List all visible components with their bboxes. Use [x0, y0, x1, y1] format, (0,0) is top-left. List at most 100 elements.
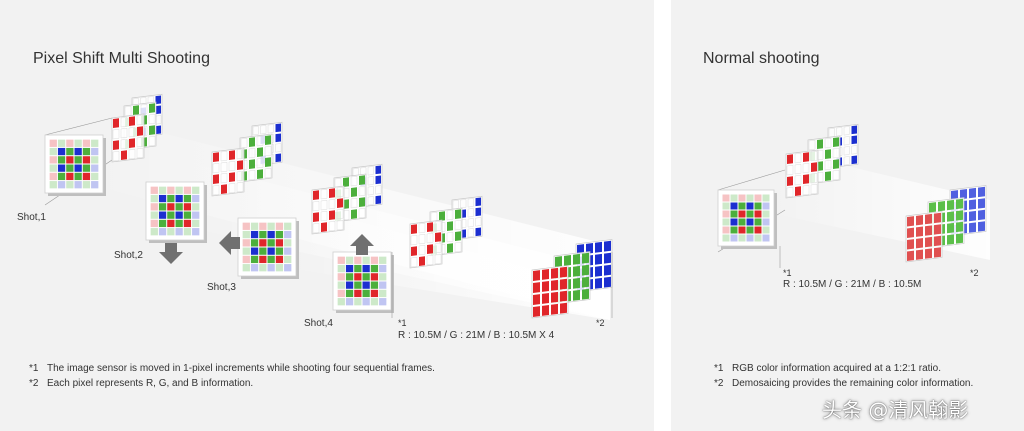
layer-pixel	[329, 188, 335, 198]
sensor-pixel	[183, 228, 192, 236]
layer-cell	[802, 162, 810, 174]
layer-cell	[256, 135, 264, 147]
sensor-pixel	[762, 218, 770, 226]
layer-frame	[311, 185, 345, 235]
layer-pixel	[934, 224, 941, 235]
sensor-pixel	[354, 298, 362, 306]
sensor-pixel	[175, 186, 183, 194]
sensor-pixel	[66, 147, 74, 156]
left-marker-2: *2	[596, 318, 605, 328]
note-text: RGB color information acquired at a 1:2:…	[732, 363, 941, 374]
sensor-pixel	[379, 289, 387, 298]
sensor-pixel	[167, 219, 175, 228]
layer-cell	[236, 148, 244, 160]
layer-pixel	[265, 135, 271, 145]
layer-pixel	[229, 172, 235, 182]
layer-pixel	[929, 202, 936, 213]
layer-cell	[802, 184, 810, 196]
layer-pixel	[313, 190, 319, 200]
layer-pixel	[455, 209, 461, 219]
shot-4-label: Shot,4	[304, 318, 333, 329]
sensor-pixel	[379, 273, 387, 281]
layer-cell	[367, 166, 374, 176]
layer-cell	[236, 170, 244, 182]
pixel-shift-title: Pixel Shift Multi Shooting	[33, 50, 210, 67]
layer-cell	[148, 113, 156, 125]
sensor-pixel	[150, 194, 158, 203]
layer-red	[785, 149, 819, 199]
layer-pixel	[925, 213, 932, 225]
sensor-pixel	[66, 139, 74, 147]
normal-shooting-title: Normal shooting	[703, 50, 820, 67]
sensor-pixel	[754, 202, 762, 210]
sensor-pixel	[57, 139, 66, 147]
sensor-pixel	[158, 219, 167, 228]
sensor-normal	[717, 189, 777, 249]
sensor-pixel	[354, 264, 362, 273]
layer-pixel	[555, 256, 562, 267]
layer-pixel	[795, 186, 801, 196]
layer-pixel	[265, 157, 271, 167]
sensor-pixel	[250, 264, 259, 272]
layer-cell	[212, 184, 220, 196]
sensor-pixel	[57, 147, 66, 156]
layer-pixel	[533, 270, 540, 281]
layer-cell	[843, 156, 850, 166]
sensor-pixel	[49, 139, 57, 147]
sensor-pixel	[91, 181, 99, 189]
sensor-pixel	[730, 234, 738, 242]
right-note-1: *1 RGB color information acquired at a 1:…	[714, 363, 941, 374]
layer-pixel	[351, 209, 357, 219]
sensor-pixel	[730, 202, 738, 210]
sensor-pixel	[379, 281, 387, 289]
layer-pixel	[951, 190, 958, 201]
layer-pixel	[956, 198, 963, 210]
sensor-pixel	[66, 181, 74, 189]
sensor-pixel	[57, 172, 66, 181]
layer-pixel	[582, 276, 589, 288]
layer-pixel	[851, 155, 857, 165]
sensor-pixel	[722, 234, 730, 242]
layer-cell	[228, 160, 236, 172]
sensor-pixel	[762, 234, 770, 242]
layer-red	[409, 219, 443, 269]
sensor-pixel	[754, 218, 762, 226]
layer-pixel	[447, 243, 453, 253]
layer-pixel	[149, 125, 155, 135]
sensor-pixel	[362, 273, 370, 281]
sensor-pixel	[259, 247, 267, 255]
layer-pixel	[533, 306, 540, 317]
sensor-pixel	[722, 226, 730, 234]
sensor-frame	[717, 189, 775, 247]
layer-pixel	[411, 224, 417, 234]
layer-cell	[275, 143, 282, 153]
left-note-1: *1 The image sensor is moved in 1-pixel i…	[29, 363, 435, 374]
layer-cell	[426, 254, 434, 266]
sensor-pixel	[82, 156, 91, 164]
layer-pixel	[475, 207, 481, 217]
sensor-pixel	[158, 194, 167, 203]
sensor-pixel	[345, 298, 354, 306]
layer-pixel	[604, 252, 611, 264]
sensor-pixel	[183, 211, 192, 219]
sensor-pixel	[158, 203, 167, 211]
note-text: The image sensor is moved in 1-pixel inc…	[47, 363, 435, 374]
layer-pixel	[573, 253, 580, 265]
layer-pixel	[969, 210, 976, 222]
layer-cell	[328, 198, 336, 210]
layer-cell	[460, 199, 467, 209]
sensor-pixel	[275, 255, 284, 264]
layer-cell	[434, 253, 442, 265]
layer-cell	[124, 105, 132, 117]
sensor-pixel	[167, 228, 175, 236]
left-note-2: *2 Each pixel represents R, G, and B info…	[29, 378, 253, 389]
sensor-pixel	[259, 230, 267, 239]
layer-cell	[248, 169, 256, 181]
right-ratio-text: R : 10.5M / G : 21M / B : 10.5M	[783, 279, 922, 290]
layer-cell	[260, 125, 267, 135]
layer-pixel	[237, 160, 243, 170]
layer-pixel	[969, 199, 976, 210]
layer-cell	[312, 222, 320, 234]
sensor-shot-1	[44, 134, 106, 196]
layer-cell	[312, 200, 320, 212]
